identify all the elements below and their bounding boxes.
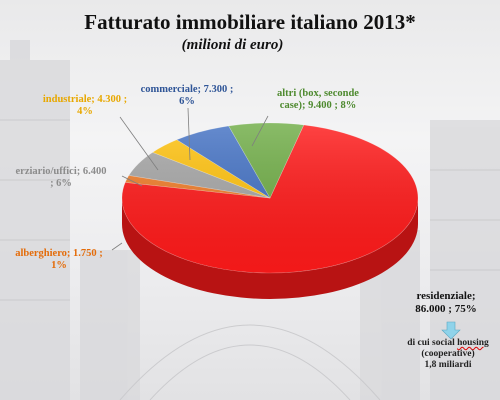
chart-subtitle: (milioni di euro) [181, 37, 284, 53]
note-line3: 1,8 miliardi [424, 360, 472, 370]
note-line2: (cooperative) [421, 349, 475, 359]
data-label-terziario: erziario/uffici; 6.400 ; 6% [0, 166, 122, 190]
leader-line-altri [251, 115, 269, 147]
data-label-industriale-line1: industriale; 4.300 ; [42, 94, 128, 105]
data-label-residenziale: residenziale; 86.000 ; 75% [405, 290, 487, 316]
note-line1-underlined: housing [457, 338, 489, 348]
data-label-residenziale-line1: residenziale; [416, 290, 476, 302]
data-label-industriale-line2: 4% [77, 106, 93, 117]
leader-line-commerciale [187, 107, 191, 161]
data-label-altri: altri (box, seconde case); 9.400 ; 8% [262, 88, 374, 112]
arrow-down-icon [441, 321, 461, 340]
data-label-residenziale-line2: 86.000 ; 75% [415, 303, 477, 315]
data-label-terziario-line2: ; 6% [50, 178, 72, 189]
note-line1: di cui social housing [396, 338, 500, 349]
leader-line-industriale [119, 116, 159, 171]
data-label-terziario-line1: erziario/uffici; 6.400 [15, 166, 107, 177]
data-label-commerciale-line1: commerciale; 7.300 ; [140, 84, 234, 95]
data-label-altri-line2: case); 9.400 ; 8% [279, 100, 357, 111]
data-label-alberghiero: alberghiero; 1.750 ; 1% [6, 248, 112, 272]
data-label-commerciale: commerciale; 7.300 ; 6% [132, 84, 242, 108]
data-label-altri-line1: altri (box, seconde [277, 88, 359, 99]
data-label-industriale: industriale; 4.300 ; 4% [34, 94, 136, 118]
pie-side-residenziale [122, 198, 418, 299]
social-housing-note: di cui social housing (cooperative) 1,8 … [396, 338, 500, 371]
leader-line-alberghiero [111, 242, 123, 251]
note-line1-text: di cui social [407, 338, 458, 348]
data-label-alberghiero-line1: alberghiero; 1.750 ; [15, 248, 103, 259]
data-label-alberghiero-line2: 1% [51, 260, 67, 271]
chart-title: Fatturato immobiliare italiano 2013* [84, 10, 416, 34]
data-label-commerciale-line2: 6% [179, 96, 195, 107]
pie-sheen [122, 123, 418, 273]
leader-line-terziario [121, 175, 143, 187]
